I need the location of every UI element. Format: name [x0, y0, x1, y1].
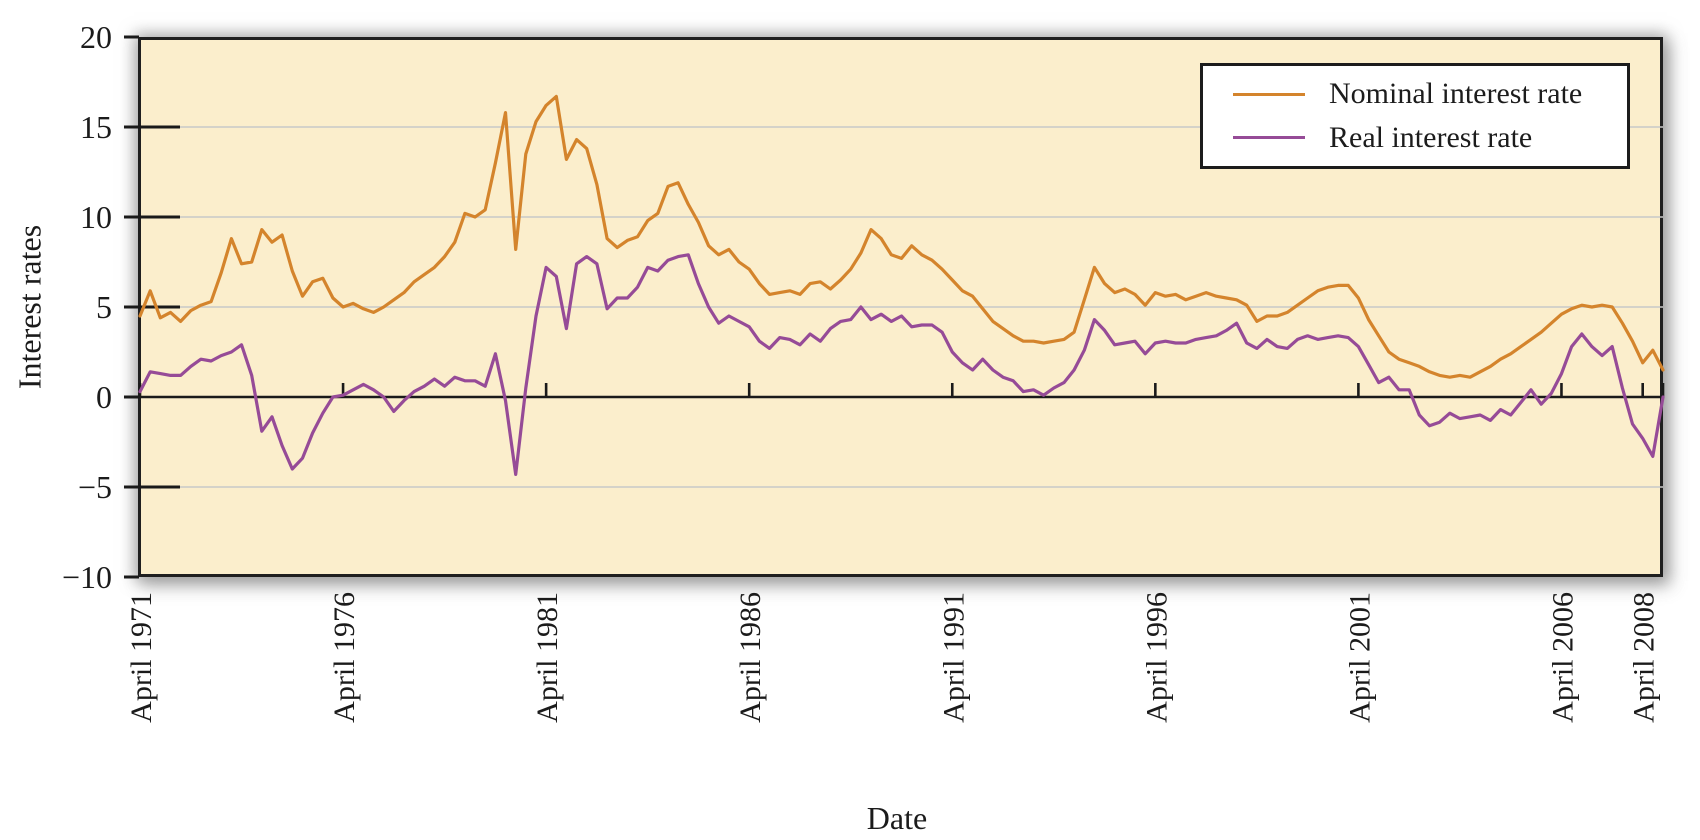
- y-tick-label: 10: [80, 199, 112, 235]
- real-interest-rate-line: [138, 253, 1665, 476]
- x-tick-label: April 2001: [1343, 592, 1376, 723]
- y-tick-label: 0: [96, 379, 112, 415]
- legend-label-real: Real interest rate: [1329, 120, 1533, 154]
- nominal-line-swatch: [1233, 92, 1305, 96]
- x-tick-label: April 1991: [937, 592, 970, 723]
- y-tick-label: −5: [78, 469, 112, 505]
- legend: Nominal interest rate Real interest rate: [1200, 63, 1630, 169]
- y-axis-title: Interest rates: [11, 224, 48, 390]
- legend-item-real: Real interest rate: [1233, 120, 1627, 154]
- real-line-swatch: [1233, 136, 1305, 140]
- y-tick-label: 5: [96, 289, 112, 325]
- x-tick-label: April 2008: [1628, 592, 1661, 723]
- x-tick-label: April 1971: [125, 592, 158, 723]
- x-tick-label: April 2006: [1546, 592, 1579, 723]
- y-tick-label: 15: [80, 109, 112, 145]
- nominal-interest-rate-line: [138, 94, 1665, 379]
- legend-label-nominal: Nominal interest rate: [1329, 77, 1583, 111]
- y-tick-label: 20: [80, 19, 112, 55]
- x-tick-label: April 1976: [328, 592, 361, 723]
- x-tick-label: April 1986: [734, 592, 767, 723]
- y-tick-label: −10: [62, 559, 112, 595]
- x-tick-label: April 1996: [1140, 592, 1173, 723]
- x-tick-label: April 1981: [531, 592, 564, 723]
- legend-item-nominal: Nominal interest rate: [1233, 79, 1627, 109]
- x-axis-title: Date: [866, 800, 928, 836]
